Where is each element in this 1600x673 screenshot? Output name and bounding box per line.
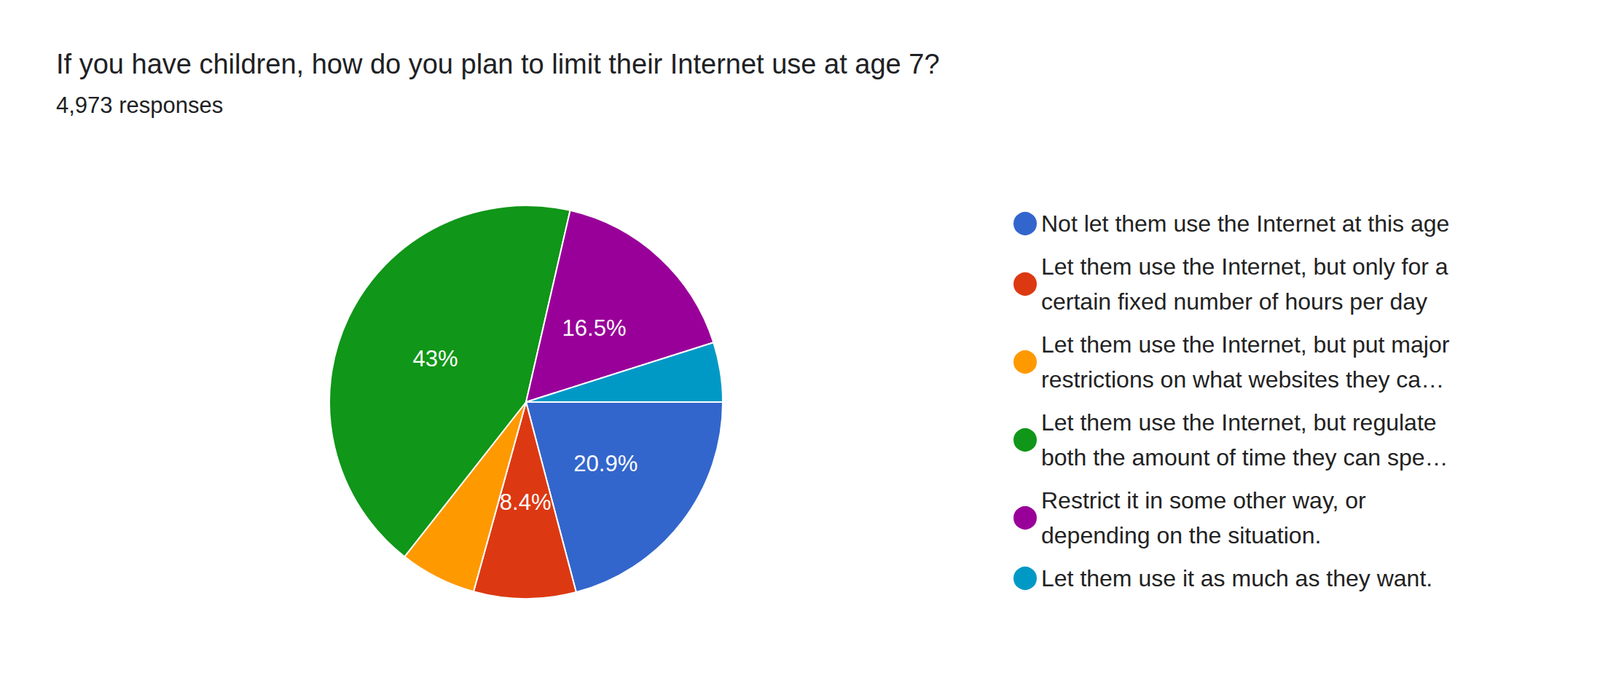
svg-text:8.4%: 8.4% [499, 489, 552, 516]
svg-text:certain fixed number of hours: certain fixed number of hours per day [1041, 288, 1428, 315]
svg-text:Let them use the Internet, but: Let them use the Internet, but regulate [1041, 409, 1437, 436]
svg-text:both the amount of time they c: both the amount of time they can spe… [1041, 444, 1449, 471]
svg-text:Let them use the Internet, but: Let them use the Internet, but only for … [1041, 253, 1449, 280]
svg-text:20.9%: 20.9% [573, 451, 638, 477]
svg-text:Restrict it in some other way,: Restrict it in some other way, or [1041, 487, 1367, 514]
svg-text:depending on the situation.: depending on the situation. [1041, 522, 1321, 549]
svg-text:16.5%: 16.5% [562, 315, 627, 341]
svg-text:If you have children, how do y: If you have children, how do you plan to… [56, 48, 940, 80]
svg-text:Let them use it as much as the: Let them use it as much as they want. [1041, 565, 1433, 592]
svg-text:restrictions on what websites: restrictions on what websites they ca… [1041, 366, 1445, 393]
svg-text:Not let them use the Internet: Not let them use the Internet at this ag… [1041, 210, 1450, 237]
svg-text:4,973 responses: 4,973 responses [56, 92, 223, 119]
svg-text:Let them use the Internet, but: Let them use the Internet, but put major [1041, 331, 1450, 358]
svg-text:43%: 43% [412, 346, 458, 372]
